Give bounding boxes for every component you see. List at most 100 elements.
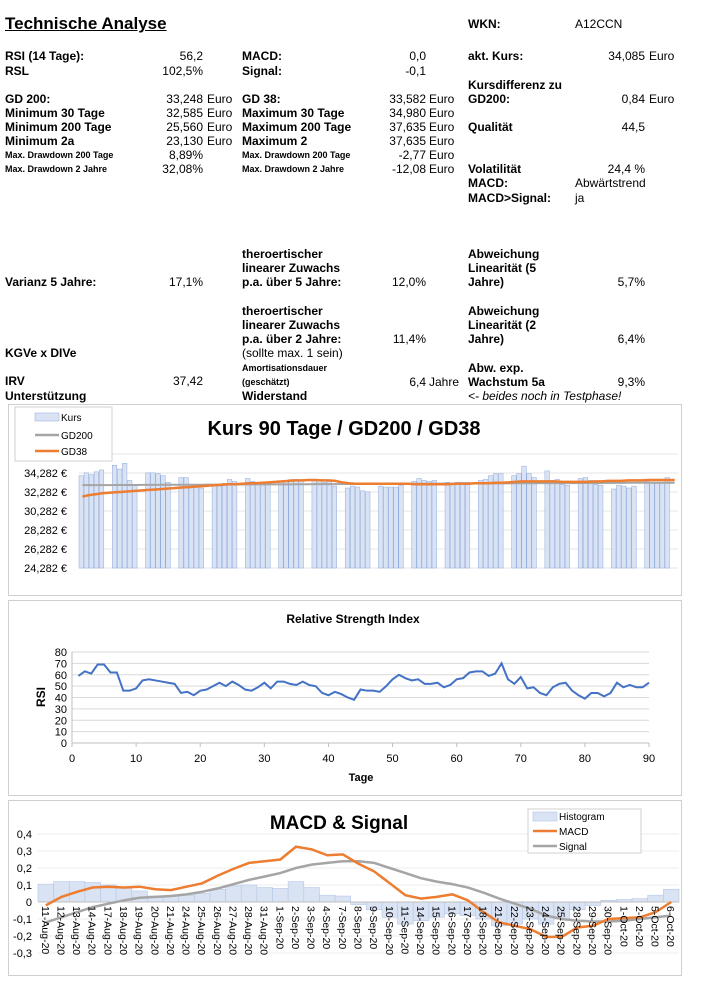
field-label: MACD: [242,49,282,63]
kurs-bar [549,480,555,569]
kurs-bar [459,482,466,569]
field-unit: Euro [429,120,455,134]
kurs-bar [311,480,317,569]
histogram-bar [287,881,305,903]
field-value: 37,42 [172,374,203,388]
histogram-bar [256,887,273,903]
kurs-bar [331,485,337,569]
y-tick-label: 80 [55,647,67,659]
macd-line [45,845,672,939]
kurs-bar [283,481,289,569]
kurs-bar [582,477,589,569]
kurs-bar [593,483,599,569]
field-label: (sollte max. 1 sein) [242,346,343,360]
field-value: 17,1% [168,275,203,289]
kurs-bar [145,472,151,569]
x-tick-label: 25-Sep-20 [555,906,567,955]
field-label: Qualität [468,120,513,134]
field-label: Abweichung Linearität (2 Jahre) [468,304,540,346]
field-label: Maximum 200 Tage [242,120,352,134]
histogram-bar [319,894,336,903]
kurs-bar [426,481,432,569]
kurs-bar [416,478,422,569]
legend-label: GD38 [61,447,88,458]
kurs-bar [559,483,565,569]
field-unit: Euro [649,92,675,106]
field-value: 34,085 [608,49,645,63]
x-tick-label: 13-Aug-20 [70,906,82,955]
x-tick-label: 31-Aug-20 [258,906,270,955]
y-tick-label: 30,282 € [24,506,67,518]
x-tick-label: 20-Aug-20 [148,906,160,955]
field-label: Maximum 2 [242,134,308,148]
field-label: Abw. exp. Wachstum 5a [468,361,545,389]
kurs-bar [198,487,204,569]
kurs-bar [488,475,494,569]
kurs-bar [616,484,622,569]
kurs-bar [132,484,138,569]
kurs-bar [664,477,670,569]
x-tick-label: 18-Aug-20 [117,906,129,955]
x-tick-label: 12-Aug-20 [54,906,66,955]
field-value: 32,585 [166,106,203,120]
kurs-bar [221,483,228,569]
kurs-bar [383,486,389,569]
kurs-bar [278,482,284,569]
x-tick-label: 10-Sep-20 [383,906,395,955]
field-unit: Euro [207,106,233,120]
field-value: -12,08 [391,162,426,176]
kurs-bar [250,481,256,569]
x-tick-label: 17-Aug-20 [101,906,113,955]
field-label: Unterstützung [5,389,87,403]
kurs-bar [326,481,332,569]
kurs-bar [378,485,384,569]
x-tick-label: 11-Sep-20 [398,906,410,954]
field-value: -2,77 [398,148,426,162]
kurs-bar [93,471,99,569]
x-tick-label: 1-Oct-20 [617,906,629,947]
kurs-bar [626,487,632,569]
field-label: Minimum 2a [5,134,75,148]
x-tick-label: 25-Aug-20 [195,906,207,955]
x-tick-label: 80 [579,753,591,765]
kurs-bar [232,481,238,569]
y-tick-label: 24,282 € [24,563,67,575]
histogram-bar [84,882,101,903]
kurs-bar [454,482,460,569]
kurs-bar [644,481,650,569]
gd38-line [82,478,675,498]
kurs-bar [183,477,189,569]
x-tick-label: 28-Sep-20 [570,906,582,955]
field-value: 0,84 [621,92,645,106]
field-label: KGVe x DIVe [5,346,77,360]
field-value: Abwärtstrend [575,176,646,190]
kurs-chart: 24,282 € 26,282 € 28,282 € 30,282 € 32,282 €… [8,404,682,596]
histogram-bar [37,883,54,903]
x-tick-label: 60 [451,753,463,765]
kurs-bar [150,472,156,569]
y-tick-label: 0,2 [17,863,32,875]
kurs-bar [350,485,356,569]
field-unit: Euro [429,92,455,106]
field-value: 5,7% [617,275,645,289]
y-tick-label: 40 [55,693,67,705]
field-value: 6,4% [617,332,645,346]
field-label: akt. Kurs: [468,49,524,63]
legend-label: Signal [559,842,587,853]
kurs-bar [554,479,560,569]
field-label: Kursdifferenz zu GD200: [468,78,563,106]
y-tick-label: 32,282 € [24,487,67,499]
kurs-bar [611,488,617,569]
kurs-bar [511,475,517,569]
rsi-chart: 0 10 20 30 40 50 60 70 80 0 10 20 30 40 50 60 70 80 90 Rela… [8,600,682,796]
rsi-line [77,661,650,701]
field-value: 102,5% [162,64,203,78]
x-tick-label: 50 [386,753,398,765]
field-value: 24,4 % [607,162,645,176]
x-tick-label: 14-Sep-20 [414,906,426,955]
histogram-bar [240,884,258,903]
field-value: -0,1 [405,64,426,78]
x-tick-label: 5-Oct-20 [649,906,661,947]
field-label: Volatilität [468,162,522,176]
y-tick-label: 0,4 [17,829,32,841]
